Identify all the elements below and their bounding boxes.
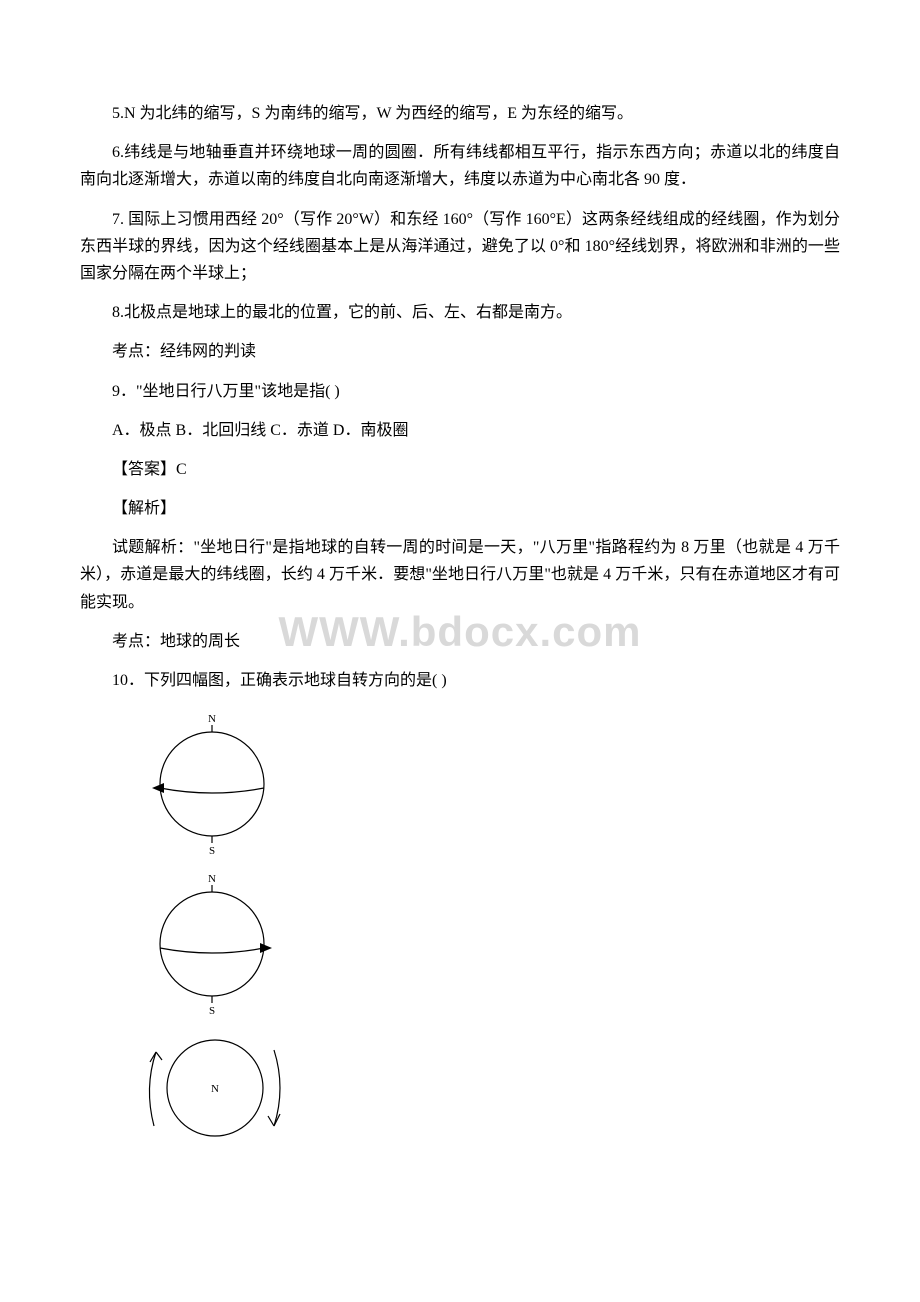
question-9: 9．"坐地日行八万里"该地是指( )	[80, 378, 840, 405]
north-label: N	[208, 873, 216, 885]
question-9-options: A．极点 B．北回归线 C．赤道 D．南极圈	[80, 417, 840, 444]
diagram-3: N	[140, 1026, 840, 1156]
globe-diagram-3-polar: N	[140, 1026, 290, 1156]
globe-diagram-2: N S	[140, 866, 280, 1016]
globe-circle	[160, 732, 264, 836]
globe-diagram-1: N S	[140, 706, 280, 856]
equator-line	[160, 948, 264, 953]
rotation-arc-left	[149, 1052, 156, 1126]
paragraph-8: 8.北极点是地球上的最北的位置，它的前、后、左、右都是南方。	[80, 299, 840, 326]
arrow-right-icon	[260, 943, 272, 953]
north-pole-label: N	[211, 1083, 219, 1095]
kaodian-2: 考点：地球的周长	[80, 628, 840, 655]
north-label: N	[208, 713, 216, 725]
arrow-left-icon	[152, 783, 164, 793]
south-label: S	[209, 845, 215, 856]
question-9-answer: 【答案】C	[80, 456, 840, 483]
diagram-2: N S	[140, 866, 840, 1016]
question-10: 10．下列四幅图，正确表示地球自转方向的是( )	[80, 667, 840, 694]
question-9-jiexi: 试题解析："坐地日行"是指地球的自转一周的时间是一天，"八万里"指路程约为 8 …	[80, 534, 840, 616]
document-content: 5.N 为北纬的缩写，S 为南纬的缩写，W 为西经的缩写，E 为东经的缩写。 6…	[80, 100, 840, 1156]
south-label: S	[209, 1005, 215, 1016]
diagram-1: N S	[140, 706, 840, 856]
question-9-jiexi-label: 【解析】	[80, 495, 840, 522]
kaodian-1: 考点：经纬网的判读	[80, 338, 840, 365]
paragraph-5: 5.N 为北纬的缩写，S 为南纬的缩写，W 为西经的缩写，E 为东经的缩写。	[80, 100, 840, 127]
globe-circle	[160, 892, 264, 996]
paragraph-6: 6.纬线是与地轴垂直并环绕地球一周的圆圈．所有纬线都相互平行，指示东西方向；赤道…	[80, 139, 840, 193]
paragraph-7: 7. 国际上习惯用西经 20°（写作 20°W）和东经 160°（写作 160°…	[80, 206, 840, 288]
equator-line	[160, 788, 264, 793]
